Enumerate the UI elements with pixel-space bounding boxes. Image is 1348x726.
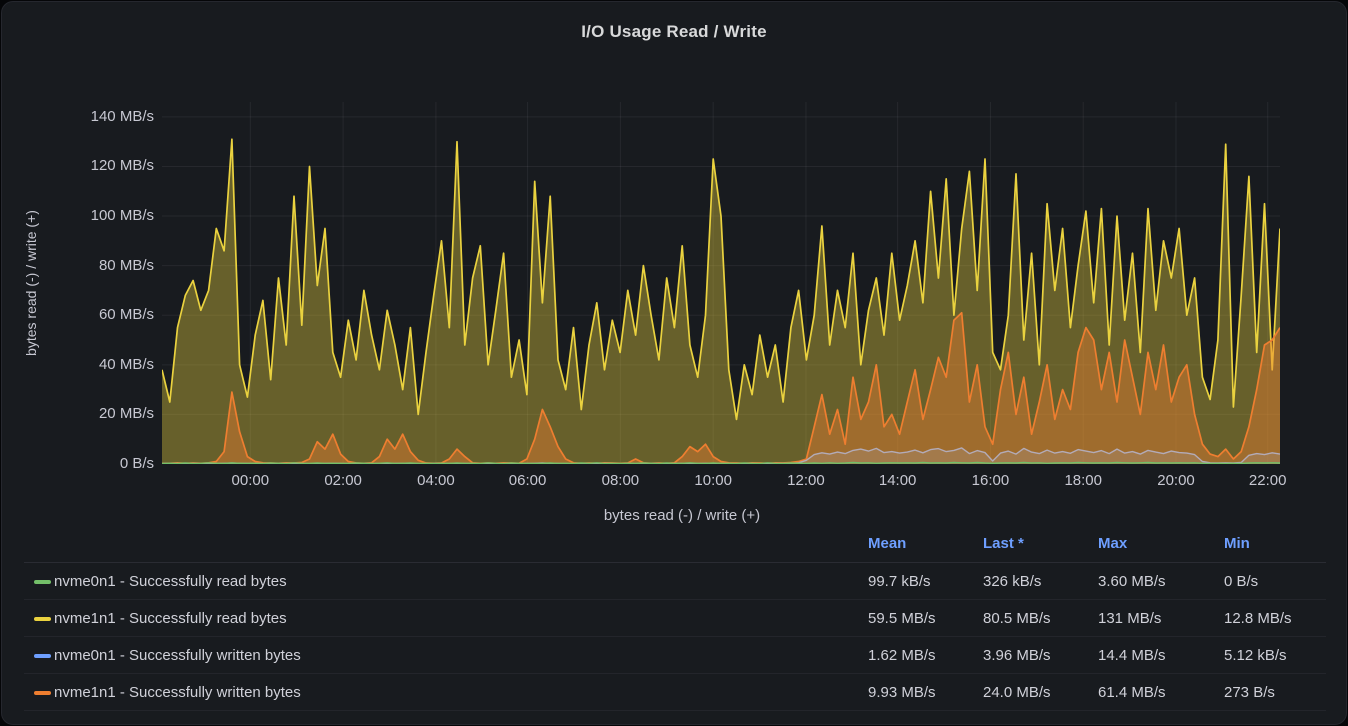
x-tick-label: 16:00 — [971, 472, 1010, 489]
stat-value: 1.62 MB/s — [868, 647, 936, 664]
legend-header-mean[interactable]: Mean — [868, 535, 907, 552]
series-line — [162, 311, 1281, 465]
y-tick-label: 60 MB/s — [98, 306, 154, 324]
legend-header-row: Mean Last * Max Min — [24, 530, 1326, 563]
series-label[interactable]: nvme1n1 - Successfully written bytes — [54, 684, 301, 701]
stat-value: 3.96 MB/s — [983, 647, 1051, 664]
y-tick-label: 100 MB/s — [90, 207, 154, 225]
x-tick-label: 08:00 — [601, 472, 640, 489]
x-tick-label: 14:00 — [878, 472, 917, 489]
y-tick-label: 140 MB/s — [90, 107, 154, 125]
stat-value: 326 kB/s — [983, 573, 1042, 590]
stat-value: 99.7 kB/s — [868, 573, 931, 590]
legend-rows: nvme0n1 - Successfully read bytes 99.7 kB… — [24, 563, 1326, 711]
series-label[interactable]: nvme0n1 - Successfully written bytes — [54, 647, 301, 664]
stat-value: 5.12 kB/s — [1224, 647, 1287, 664]
series-color-swatch[interactable] — [34, 580, 51, 584]
legend-header-last[interactable]: Last * — [983, 535, 1024, 552]
series-label[interactable]: nvme0n1 - Successfully read bytes — [54, 573, 287, 590]
x-tick-label: 10:00 — [694, 472, 732, 489]
stat-value: 3.60 MB/s — [1098, 573, 1166, 590]
stat-value: 9.93 MB/s — [868, 684, 936, 701]
y-tick-label: 80 MB/s — [98, 256, 154, 274]
stat-value: 61.4 MB/s — [1098, 684, 1166, 701]
legend-row[interactable]: nvme1n1 - Successfully written bytes 9.93… — [24, 674, 1326, 711]
legend-row[interactable]: nvme1n1 - Successfully read bytes 59.5 MB… — [24, 600, 1326, 637]
legend-row[interactable]: nvme0n1 - Successfully read bytes 99.7 kB… — [24, 563, 1326, 600]
x-tick-label: 06:00 — [508, 472, 547, 489]
legend-header-min[interactable]: Min — [1224, 535, 1250, 552]
series-color-swatch[interactable] — [34, 654, 51, 658]
x-tick-label: 20:00 — [1157, 472, 1195, 489]
timeseries-chart[interactable] — [161, 102, 1281, 465]
stat-value: 0 B/s — [1224, 573, 1259, 590]
y-tick-label: 0 B/s — [119, 455, 154, 472]
series-color-swatch[interactable] — [34, 691, 51, 695]
stat-value: 80.5 MB/s — [983, 610, 1051, 627]
x-tick-label: 04:00 — [417, 472, 455, 489]
stat-value: 12.8 MB/s — [1224, 610, 1292, 627]
stat-value: 131 MB/s — [1098, 610, 1162, 627]
y-tick-label: 120 MB/s — [90, 157, 154, 175]
series-fill — [162, 312, 1280, 464]
x-tick-label: 02:00 — [324, 472, 362, 489]
x-tick-label: 12:00 — [787, 472, 825, 489]
y-tick-label: 20 MB/s — [98, 405, 154, 423]
series-color-swatch[interactable] — [34, 617, 51, 621]
x-tick-label: 22:00 — [1248, 472, 1287, 489]
series-label[interactable]: nvme1n1 - Successfully read bytes — [54, 610, 287, 627]
legend-header-max[interactable]: Max — [1098, 535, 1128, 552]
series-fill — [162, 139, 1280, 464]
x-tick-label: 00:00 — [231, 472, 270, 489]
series-fill — [162, 447, 1280, 464]
stat-value: 59.5 MB/s — [868, 610, 936, 627]
stat-value: 273 B/s — [1224, 684, 1275, 701]
stat-value: 14.4 MB/s — [1098, 647, 1166, 664]
stat-value: 24.0 MB/s — [983, 684, 1051, 701]
legend-table: Mean Last * Max Min nvme0n1 - Successful… — [24, 530, 1326, 711]
series-line — [161, 461, 1281, 465]
x-tick-label: 18:00 — [1064, 472, 1102, 489]
series-line — [161, 138, 1281, 421]
chart-plot-area[interactable] — [161, 102, 1281, 465]
legend-row[interactable]: nvme0n1 - Successfully written bytes 1.62… — [24, 637, 1326, 674]
panel-title[interactable]: I/O Usage Read / Write — [581, 22, 767, 41]
y-tick-label: 40 MB/s — [98, 355, 154, 373]
x-axis-title: bytes read (-) / write (+) — [603, 507, 761, 524]
